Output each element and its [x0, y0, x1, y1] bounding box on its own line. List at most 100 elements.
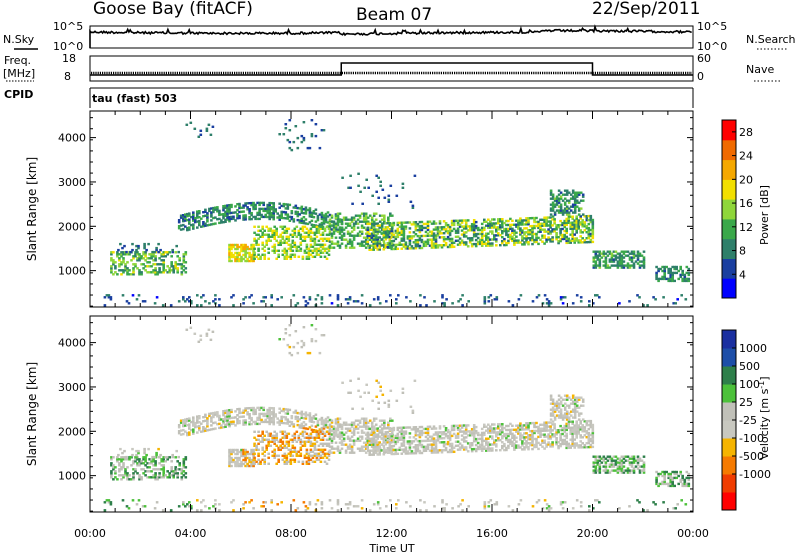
velocity-cell — [364, 451, 368, 454]
power-cell — [210, 211, 213, 214]
power-cell — [416, 242, 420, 246]
velocity-cell — [315, 436, 319, 439]
power-cell — [261, 235, 264, 238]
velocity-cell — [503, 448, 506, 452]
velocity-cell — [291, 438, 295, 441]
power-cell — [489, 242, 492, 245]
power-cell — [190, 215, 193, 219]
power-cell — [238, 257, 241, 261]
power-cell — [509, 217, 512, 221]
power-cell — [505, 219, 508, 223]
power-cell — [541, 240, 544, 243]
velocity-cell — [472, 426, 476, 429]
power-cell — [383, 232, 386, 235]
power-cell — [154, 267, 157, 270]
power-cell — [583, 239, 587, 242]
power-cell — [573, 207, 577, 210]
power-cell — [325, 247, 329, 250]
power-cell — [202, 211, 205, 214]
power-cell — [222, 209, 225, 212]
power-cell — [143, 246, 146, 250]
velocity-cell — [230, 458, 233, 462]
power-cell — [438, 232, 442, 235]
power-cell — [240, 247, 243, 251]
velocity-cell — [400, 436, 404, 439]
velocity-cell — [422, 449, 426, 453]
velocity-cell — [192, 416, 195, 419]
power-cell — [224, 218, 227, 221]
power-cell — [446, 231, 450, 235]
power-cell — [234, 255, 237, 259]
power-cell — [230, 245, 233, 249]
power-cell — [446, 223, 450, 227]
velocity-cell — [402, 432, 406, 435]
power-cell — [162, 255, 165, 258]
velocity-cell — [529, 430, 532, 433]
power-cell — [126, 269, 129, 272]
power-cell — [541, 234, 544, 237]
velocity-cell — [414, 428, 418, 431]
power-cell — [487, 240, 490, 243]
velocity-cell — [301, 434, 305, 437]
power-cell — [448, 245, 452, 249]
power-cell — [129, 250, 132, 254]
velocity-cell — [382, 435, 386, 438]
velocity-cell — [483, 445, 486, 448]
velocity-cell — [432, 425, 436, 428]
velocity-cell — [557, 410, 561, 413]
velocity-cell — [380, 449, 383, 452]
power-cell — [232, 215, 235, 218]
velocity-cell — [356, 419, 360, 422]
power-cell — [402, 221, 406, 224]
power-cell — [527, 231, 530, 234]
power-cell — [137, 244, 140, 248]
velocity-cell — [491, 427, 494, 430]
power-cell — [571, 223, 574, 226]
velocity-cell — [587, 437, 591, 441]
velocity-cell — [263, 458, 266, 461]
power-cell — [470, 225, 474, 228]
power-cell — [250, 257, 253, 261]
power-cell — [170, 265, 173, 268]
velocity-cell — [505, 424, 508, 428]
velocity-cell — [257, 438, 260, 441]
velocity-cell — [281, 436, 285, 439]
velocity-cell — [456, 424, 460, 427]
power-cell — [350, 230, 354, 233]
velocity-cell — [238, 462, 241, 466]
power-cell — [587, 230, 591, 234]
power-cell — [470, 237, 474, 240]
power-cell — [197, 135, 201, 138]
velocity-cell — [268, 406, 271, 410]
power-cell — [400, 221, 404, 224]
power-cell — [464, 227, 468, 230]
velocity-cell — [336, 417, 340, 420]
velocity-cell — [594, 461, 598, 464]
velocity-cell — [282, 421, 286, 425]
power-cell — [374, 218, 378, 221]
power-cell — [432, 232, 436, 235]
velocity-cell — [206, 419, 209, 422]
velocity-cell — [259, 440, 262, 443]
velocity-cell — [340, 427, 344, 430]
power-cell — [533, 238, 536, 242]
power-cell — [372, 236, 376, 239]
power-cell — [360, 302, 364, 305]
velocity-cell — [404, 432, 408, 435]
velocity-cell — [346, 423, 350, 426]
power-cell — [630, 264, 634, 267]
power-cell — [168, 269, 171, 272]
power-cell — [112, 259, 115, 262]
power-cell — [389, 294, 392, 297]
velocity-cell — [248, 464, 251, 468]
velocity-cell — [390, 452, 394, 456]
power-cell — [293, 227, 297, 230]
power-cell — [476, 232, 480, 236]
velocity-cell — [372, 449, 376, 452]
power-cell — [555, 226, 558, 229]
power-cell — [234, 247, 237, 251]
velocity-cell — [567, 426, 570, 429]
power-cell — [450, 223, 454, 227]
velocity-cell — [253, 436, 256, 439]
power-cell — [374, 234, 377, 237]
